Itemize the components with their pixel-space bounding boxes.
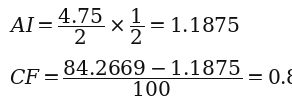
Text: $\mathit{AI} = \dfrac{4.75}{2} \times \dfrac{1}{2} = 1.1875$: $\mathit{AI} = \dfrac{4.75}{2} \times \d… [9, 6, 240, 47]
Text: $\mathit{CF} = \dfrac{84.2669 - 1.1875}{100} = 0.8308$: $\mathit{CF} = \dfrac{84.2669 - 1.1875}{… [9, 58, 292, 98]
